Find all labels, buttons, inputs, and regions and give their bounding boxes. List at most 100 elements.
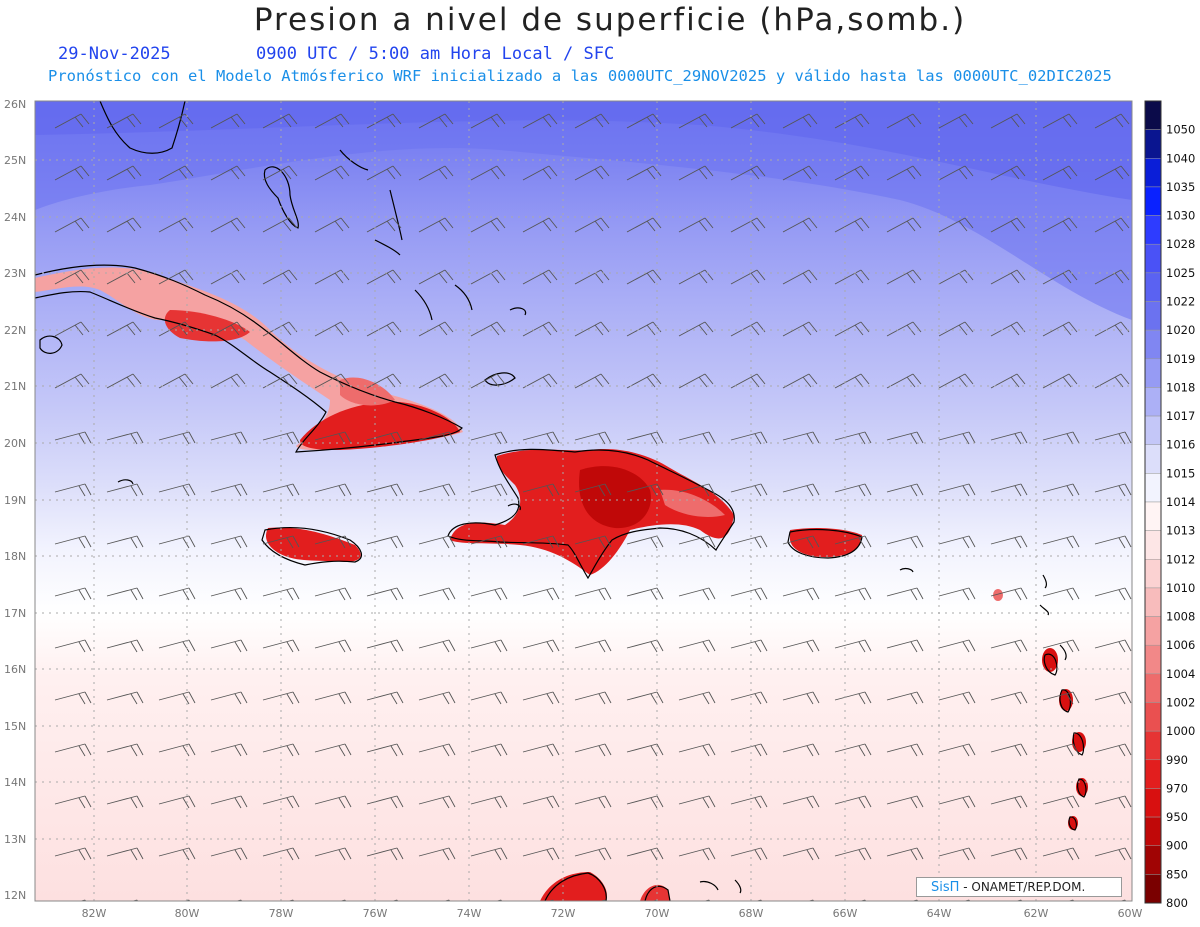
wind-barb (886, 535, 924, 549)
latitude-axis: 26N 25N 24N 23N 22N 21N 20N 19N 18N 17N … (4, 98, 26, 902)
wind-barb (990, 431, 1028, 445)
wind-barb (574, 113, 610, 129)
wind-barb (782, 113, 818, 129)
wind-barb (366, 217, 402, 233)
colorbar-swatch (1144, 100, 1162, 130)
wind-barb (782, 743, 820, 757)
wind-barb (1094, 535, 1132, 549)
colorbar-swatch (1144, 673, 1162, 703)
sispi-logo: SisΠ (931, 880, 960, 895)
wind-barb (158, 847, 196, 861)
wind-barb (678, 743, 716, 757)
wind-barb (834, 535, 872, 549)
wind-barb (626, 691, 664, 705)
wind-barb (678, 269, 714, 285)
forecast-date: 29-Nov-2025 (58, 44, 171, 64)
wind-barb (210, 269, 246, 285)
lon-label: 62W (1024, 907, 1049, 920)
wind-barb (626, 743, 664, 757)
lat-label: 25N (4, 154, 26, 167)
lat-label: 14N (4, 776, 26, 789)
wind-barb (834, 587, 872, 601)
wind-barb (574, 795, 612, 809)
wind-barb (1042, 691, 1080, 705)
wind-barb (782, 535, 820, 549)
high-pressure-area (35, 101, 1132, 320)
wind-barb (1042, 639, 1080, 653)
wind-barb (886, 743, 924, 757)
wind-barb (314, 431, 352, 445)
wind-barb (262, 847, 300, 861)
wind-barb (470, 165, 506, 181)
wind-barb (210, 165, 246, 181)
wind-barb (262, 483, 300, 497)
wind-barb (210, 373, 246, 389)
colorbar-swatch (1144, 788, 1162, 818)
wind-barb (1094, 217, 1130, 233)
wind-barb (262, 795, 300, 809)
wind-barb (678, 217, 714, 233)
wind-barb (366, 847, 404, 861)
wind-barb (574, 217, 610, 233)
wind-barb (834, 269, 870, 285)
wind-barb (1042, 795, 1080, 809)
wind-barb (1015, 899, 1023, 901)
wind-barb (911, 899, 919, 901)
wind-barb (158, 795, 196, 809)
wind-barb (834, 847, 872, 861)
wind-barb (54, 483, 92, 497)
wind-barb (782, 217, 818, 233)
wind-barb (886, 691, 924, 705)
wind-barb (1042, 847, 1080, 861)
wind-barb (262, 113, 298, 129)
wind-barb (210, 535, 248, 549)
colorbar-swatch (1144, 559, 1162, 589)
colorbar-swatch (1144, 501, 1162, 531)
wind-barb (1042, 431, 1080, 445)
wind-barb (1094, 743, 1132, 757)
colorbar-label: 1015 (1166, 466, 1195, 480)
wind-barb (574, 483, 612, 497)
wind-barb (418, 795, 456, 809)
wind-barb (626, 483, 664, 497)
wind-barb (730, 795, 768, 809)
lon-label: 60W (1118, 907, 1143, 920)
wind-barb (678, 795, 716, 809)
wind-barb (54, 587, 92, 601)
wind-barb (54, 743, 92, 757)
wind-barb (158, 165, 194, 181)
wind-barb (106, 847, 144, 861)
colorbar-swatch (1144, 301, 1162, 331)
lat-label: 12N (4, 889, 26, 902)
wind-barb (366, 113, 402, 129)
wind-barb (210, 795, 248, 809)
wind-barb (886, 165, 922, 181)
wind-barb (782, 587, 820, 601)
lat-label: 16N (4, 663, 26, 676)
wind-barb (730, 743, 768, 757)
wind-barb (730, 587, 768, 601)
credit-text: - ONAMET/REP.DOM. (959, 880, 1086, 894)
wind-barb (834, 321, 870, 337)
wind-barb (366, 535, 404, 549)
wind-barb (158, 373, 194, 389)
wind-barb (210, 691, 248, 705)
wind-barb (106, 113, 142, 129)
wind-barb (938, 165, 974, 181)
wind-barb (158, 483, 196, 497)
wind-barb (522, 587, 560, 601)
wind-barb (782, 431, 820, 445)
wind-barb (54, 639, 92, 653)
wind-barb (886, 587, 924, 601)
wind-barb (314, 535, 352, 549)
colorbar-swatch (1144, 129, 1162, 159)
wind-barb (210, 217, 246, 233)
wind-barb (938, 847, 976, 861)
colorbar-swatch (1144, 387, 1162, 417)
wind-barb (470, 373, 506, 389)
wind-barb (106, 431, 144, 445)
wind-barb (54, 113, 90, 129)
wind-barb (470, 691, 508, 705)
wind-barb (418, 691, 456, 705)
wind-barb (314, 691, 352, 705)
